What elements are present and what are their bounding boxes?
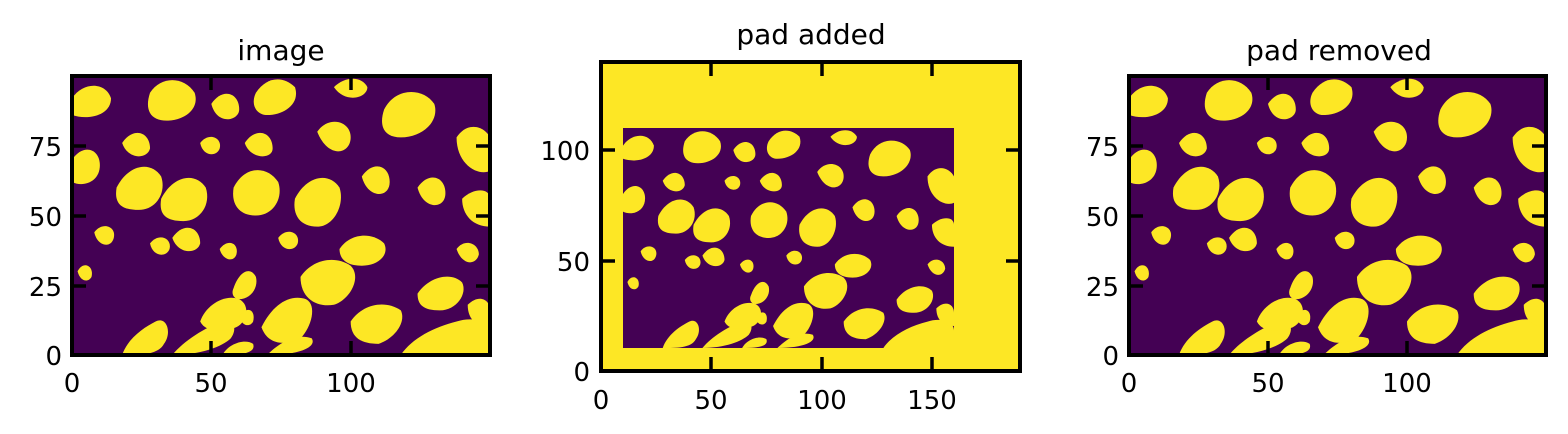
y-tick-label: 0 [45,342,62,372]
y-axis: 0 25 50 75 [29,133,490,372]
image-area [72,76,490,355]
y-tick-label: 50 [29,203,62,233]
y-tick-label: 50 [1086,203,1119,233]
panel-pad-added: pad added 0 50 100 150 0 50 100 [540,18,1022,416]
y-axis: 0 25 50 75 [1086,133,1546,372]
y-axis: 0 50 100 [540,137,1020,388]
y-tick-label: 50 [557,248,590,278]
x-axis: 0 50 100 150 [593,62,957,416]
y-tick-label: 75 [1086,133,1119,163]
x-tick-label: 0 [64,369,81,399]
x-tick-label: 50 [1251,369,1284,399]
panel-title: pad removed [1246,34,1432,67]
y-tick-label: 0 [573,358,590,388]
panel-title: pad added [736,18,885,51]
x-axis: 0 50 100 [64,76,376,399]
x-tick-label: 100 [1382,369,1432,399]
image-area [623,128,954,348]
y-tick-label: 100 [540,137,590,167]
x-tick-label: 0 [593,386,610,416]
x-tick-label: 100 [326,369,376,399]
x-tick-label: 50 [694,386,727,416]
y-tick-label: 0 [1102,342,1119,372]
x-tick-label: 100 [797,386,847,416]
image-area [1129,76,1546,355]
panel-title: image [237,34,324,67]
panel-pad-removed: pad removed 0 50 100 0 25 50 75 [1086,34,1548,399]
x-tick-label: 0 [1121,369,1138,399]
x-axis: 0 50 100 [1121,76,1432,399]
y-tick-label: 25 [29,273,62,303]
panel-image: image 0 50 100 0 25 50 75 [29,34,492,399]
plot-frame [599,60,1022,373]
x-tick-label: 50 [194,369,227,399]
y-tick-label: 25 [1086,273,1119,303]
x-tick-label: 150 [907,386,957,416]
y-tick-label: 75 [29,133,62,163]
